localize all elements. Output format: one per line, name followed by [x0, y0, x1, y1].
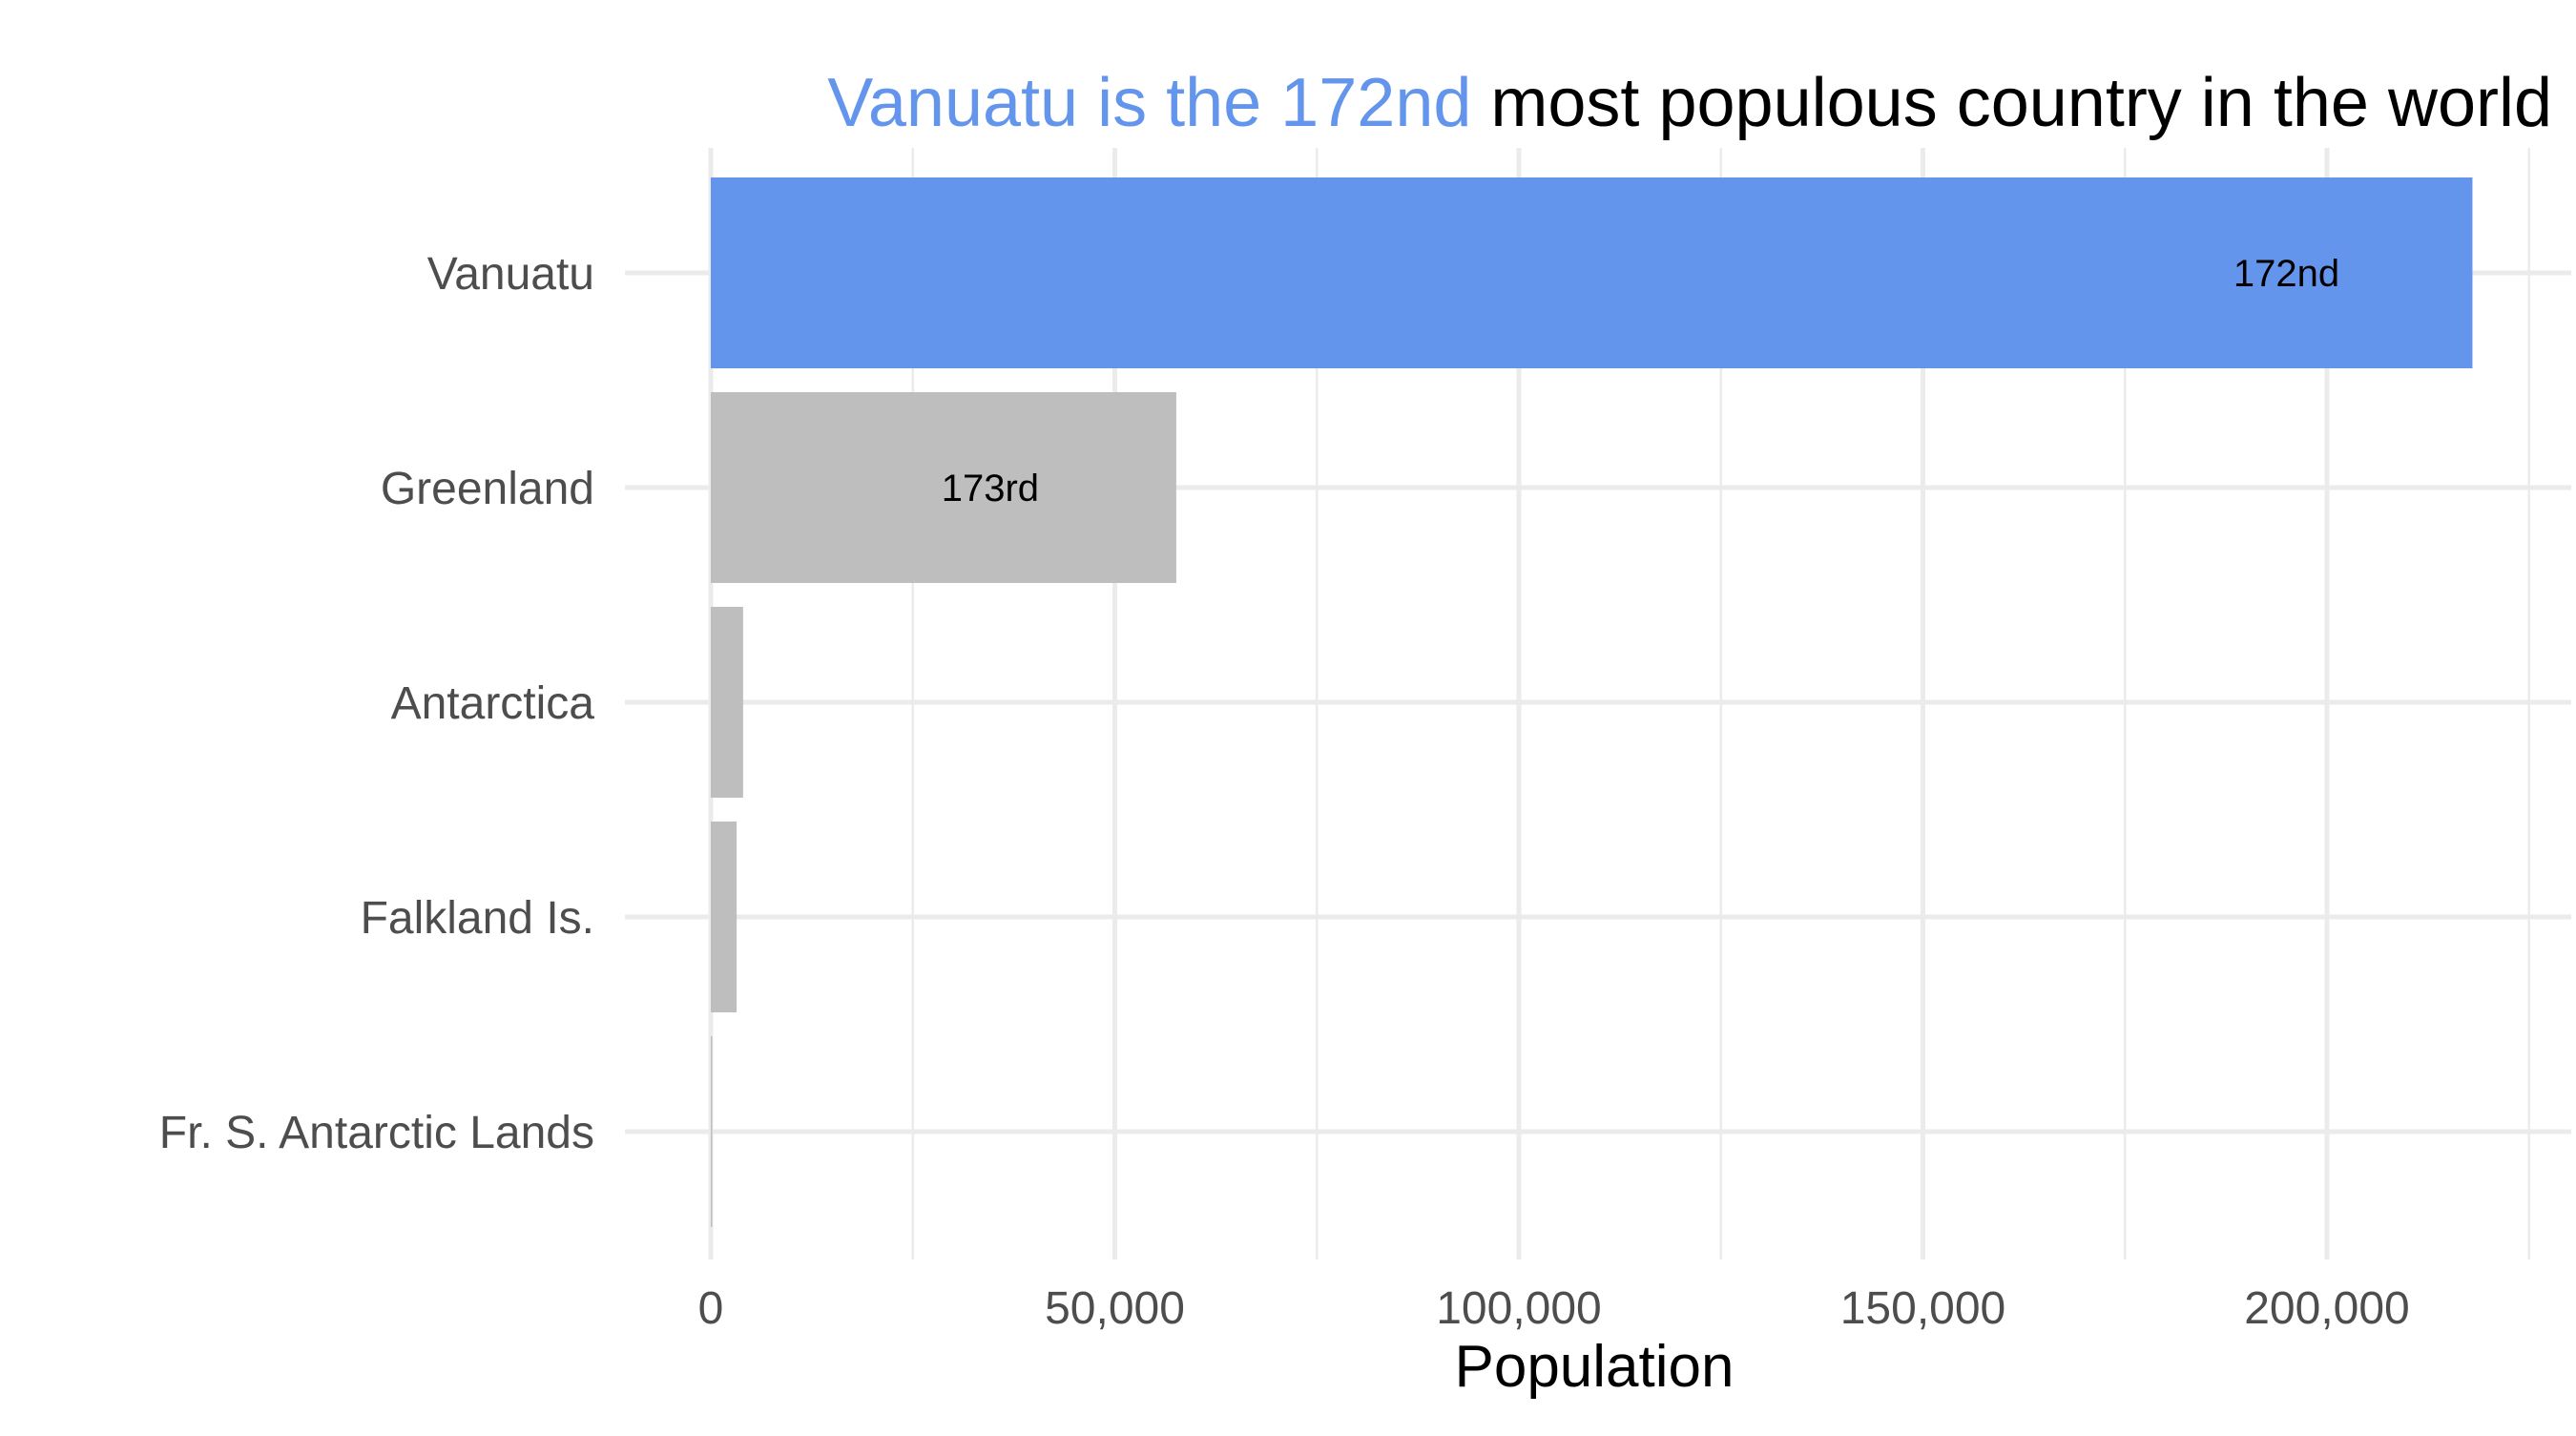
bar-antarctica — [711, 607, 743, 798]
category-label: Greenland — [381, 464, 594, 514]
bar-vanuatu — [711, 177, 2473, 368]
bars — [711, 177, 2473, 1227]
bar-fr-s-antarctic-lands — [711, 1036, 713, 1227]
chart-title: Vanuatu is the 172nd most populous count… — [827, 65, 2552, 141]
x-tick-label: 100,000 — [1436, 1283, 1602, 1334]
bar-greenland — [711, 392, 1176, 583]
category-label: Vanuatu — [427, 249, 594, 300]
category-label: Antarctica — [391, 678, 595, 729]
chart-title-rest: most populous country in the world — [1471, 65, 2552, 141]
x-axis-title: Population — [1454, 1334, 1734, 1400]
rank-label: 172nd — [2233, 253, 2339, 295]
bar-falkland-is — [711, 822, 737, 1012]
category-label: Falkland Is. — [361, 893, 594, 944]
rank-label: 173rd — [942, 468, 1039, 510]
x-tick-label: 0 — [698, 1283, 724, 1334]
axis-ticks: 0 50,000 100,000 150,000 200,000 — [698, 1283, 2410, 1334]
category-label: Fr. S. Antarctic Lands — [159, 1108, 594, 1158]
x-tick-label: 200,000 — [2244, 1283, 2410, 1334]
x-tick-label: 150,000 — [1840, 1283, 2006, 1334]
x-tick-label: 50,000 — [1045, 1283, 1185, 1334]
chart-title-highlight: Vanuatu is the 172nd — [827, 65, 1471, 141]
